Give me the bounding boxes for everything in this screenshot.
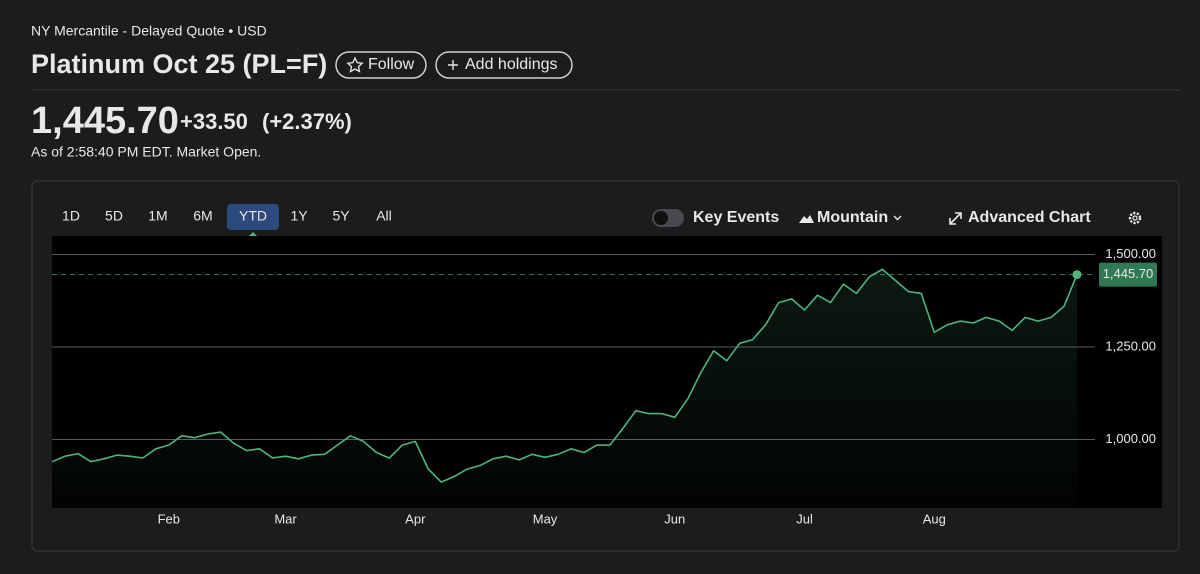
- y-tick-label: 1,000.00: [1105, 431, 1156, 446]
- range-tab-label: 1M: [148, 208, 167, 224]
- advanced-chart-label: Advanced Chart: [968, 209, 1091, 226]
- toggle-knob: [654, 211, 668, 225]
- range-tab-label: 5D: [105, 208, 123, 224]
- gear-hub: [1132, 215, 1138, 221]
- range-tab-label: 5Y: [332, 208, 350, 224]
- x-tick-label: Jun: [664, 511, 685, 526]
- follow-label: Follow: [368, 56, 415, 73]
- x-tick-label: Jul: [796, 511, 813, 526]
- area-fill: [52, 269, 1077, 508]
- follow-outline: [335, 51, 427, 79]
- title: Platinum Oct 25 (PL=F): [31, 49, 327, 79]
- chart-type-menu[interactable]: Mountain: [799, 209, 902, 226]
- add-holdings-label: Add holdings: [465, 56, 558, 73]
- key-events-label: Key Events: [693, 209, 779, 226]
- chart-type-label: Mountain: [817, 209, 888, 226]
- follow-button[interactable]: Follow: [335, 51, 427, 79]
- range-tab[interactable]: 5D: [105, 208, 123, 224]
- key-events-toggle[interactable]: Key Events: [652, 209, 779, 227]
- range-tab[interactable]: 6M: [193, 208, 212, 224]
- add-holdings-outline: [435, 51, 573, 79]
- y-tick-label: 1,250.00: [1105, 338, 1156, 353]
- advanced-chart-button[interactable]: Advanced Chart: [949, 209, 1091, 226]
- range-tab[interactable]: 1D: [62, 208, 80, 224]
- plus-icon: [448, 60, 458, 70]
- x-tick-label: Aug: [923, 511, 946, 526]
- x-tick-label: Mar: [274, 511, 297, 526]
- range-tab-label: 1Y: [290, 208, 308, 224]
- range-tab[interactable]: All: [376, 208, 392, 224]
- last-value-box: [1099, 262, 1157, 287]
- range-tab[interactable]: 1Y: [290, 208, 308, 224]
- range-return-pointer: [248, 232, 258, 237]
- x-tick-label: May: [533, 511, 558, 526]
- gear-teeth: [1128, 211, 1142, 225]
- mountain-icon: [799, 215, 814, 223]
- x-tick-label: Apr: [405, 511, 426, 526]
- add-holdings-button[interactable]: Add holdings: [435, 51, 573, 79]
- range-tab-label: YTD: [239, 208, 267, 224]
- price-line: [51, 268, 1078, 483]
- star-icon: [346, 56, 364, 73]
- dropdown-caret: [893, 215, 902, 221]
- range-tab[interactable]: 1M: [148, 208, 167, 224]
- range-tab-highlight: [227, 204, 279, 230]
- as-of: As of 2:58:40 PM EDT. Market Open.: [31, 144, 261, 160]
- range-tab-label: 1D: [62, 208, 80, 224]
- x-tick-label: Feb: [158, 511, 180, 526]
- settings-button[interactable]: [1128, 211, 1142, 225]
- change: +33.50: [180, 109, 248, 134]
- range-tab-label: 6M: [193, 208, 212, 224]
- price: 1,445.70: [31, 100, 179, 142]
- last-value-label: 1,445.70: [1103, 266, 1154, 281]
- last-value-dot: [1072, 270, 1082, 280]
- expand-icon: [949, 212, 962, 225]
- exchange: NY Mercantile - Delayed Quote • USD: [31, 23, 267, 39]
- range-tab-label: All: [376, 208, 392, 224]
- y-tick-label: 1,500.00: [1105, 246, 1156, 261]
- change-percent: (+2.37%): [262, 109, 352, 134]
- range-tab[interactable]: 5Y: [332, 208, 350, 224]
- chart: 1,000.00 1,250.00 1,500.00 Feb Mar Apr May Jun J…: [51, 246, 1157, 526]
